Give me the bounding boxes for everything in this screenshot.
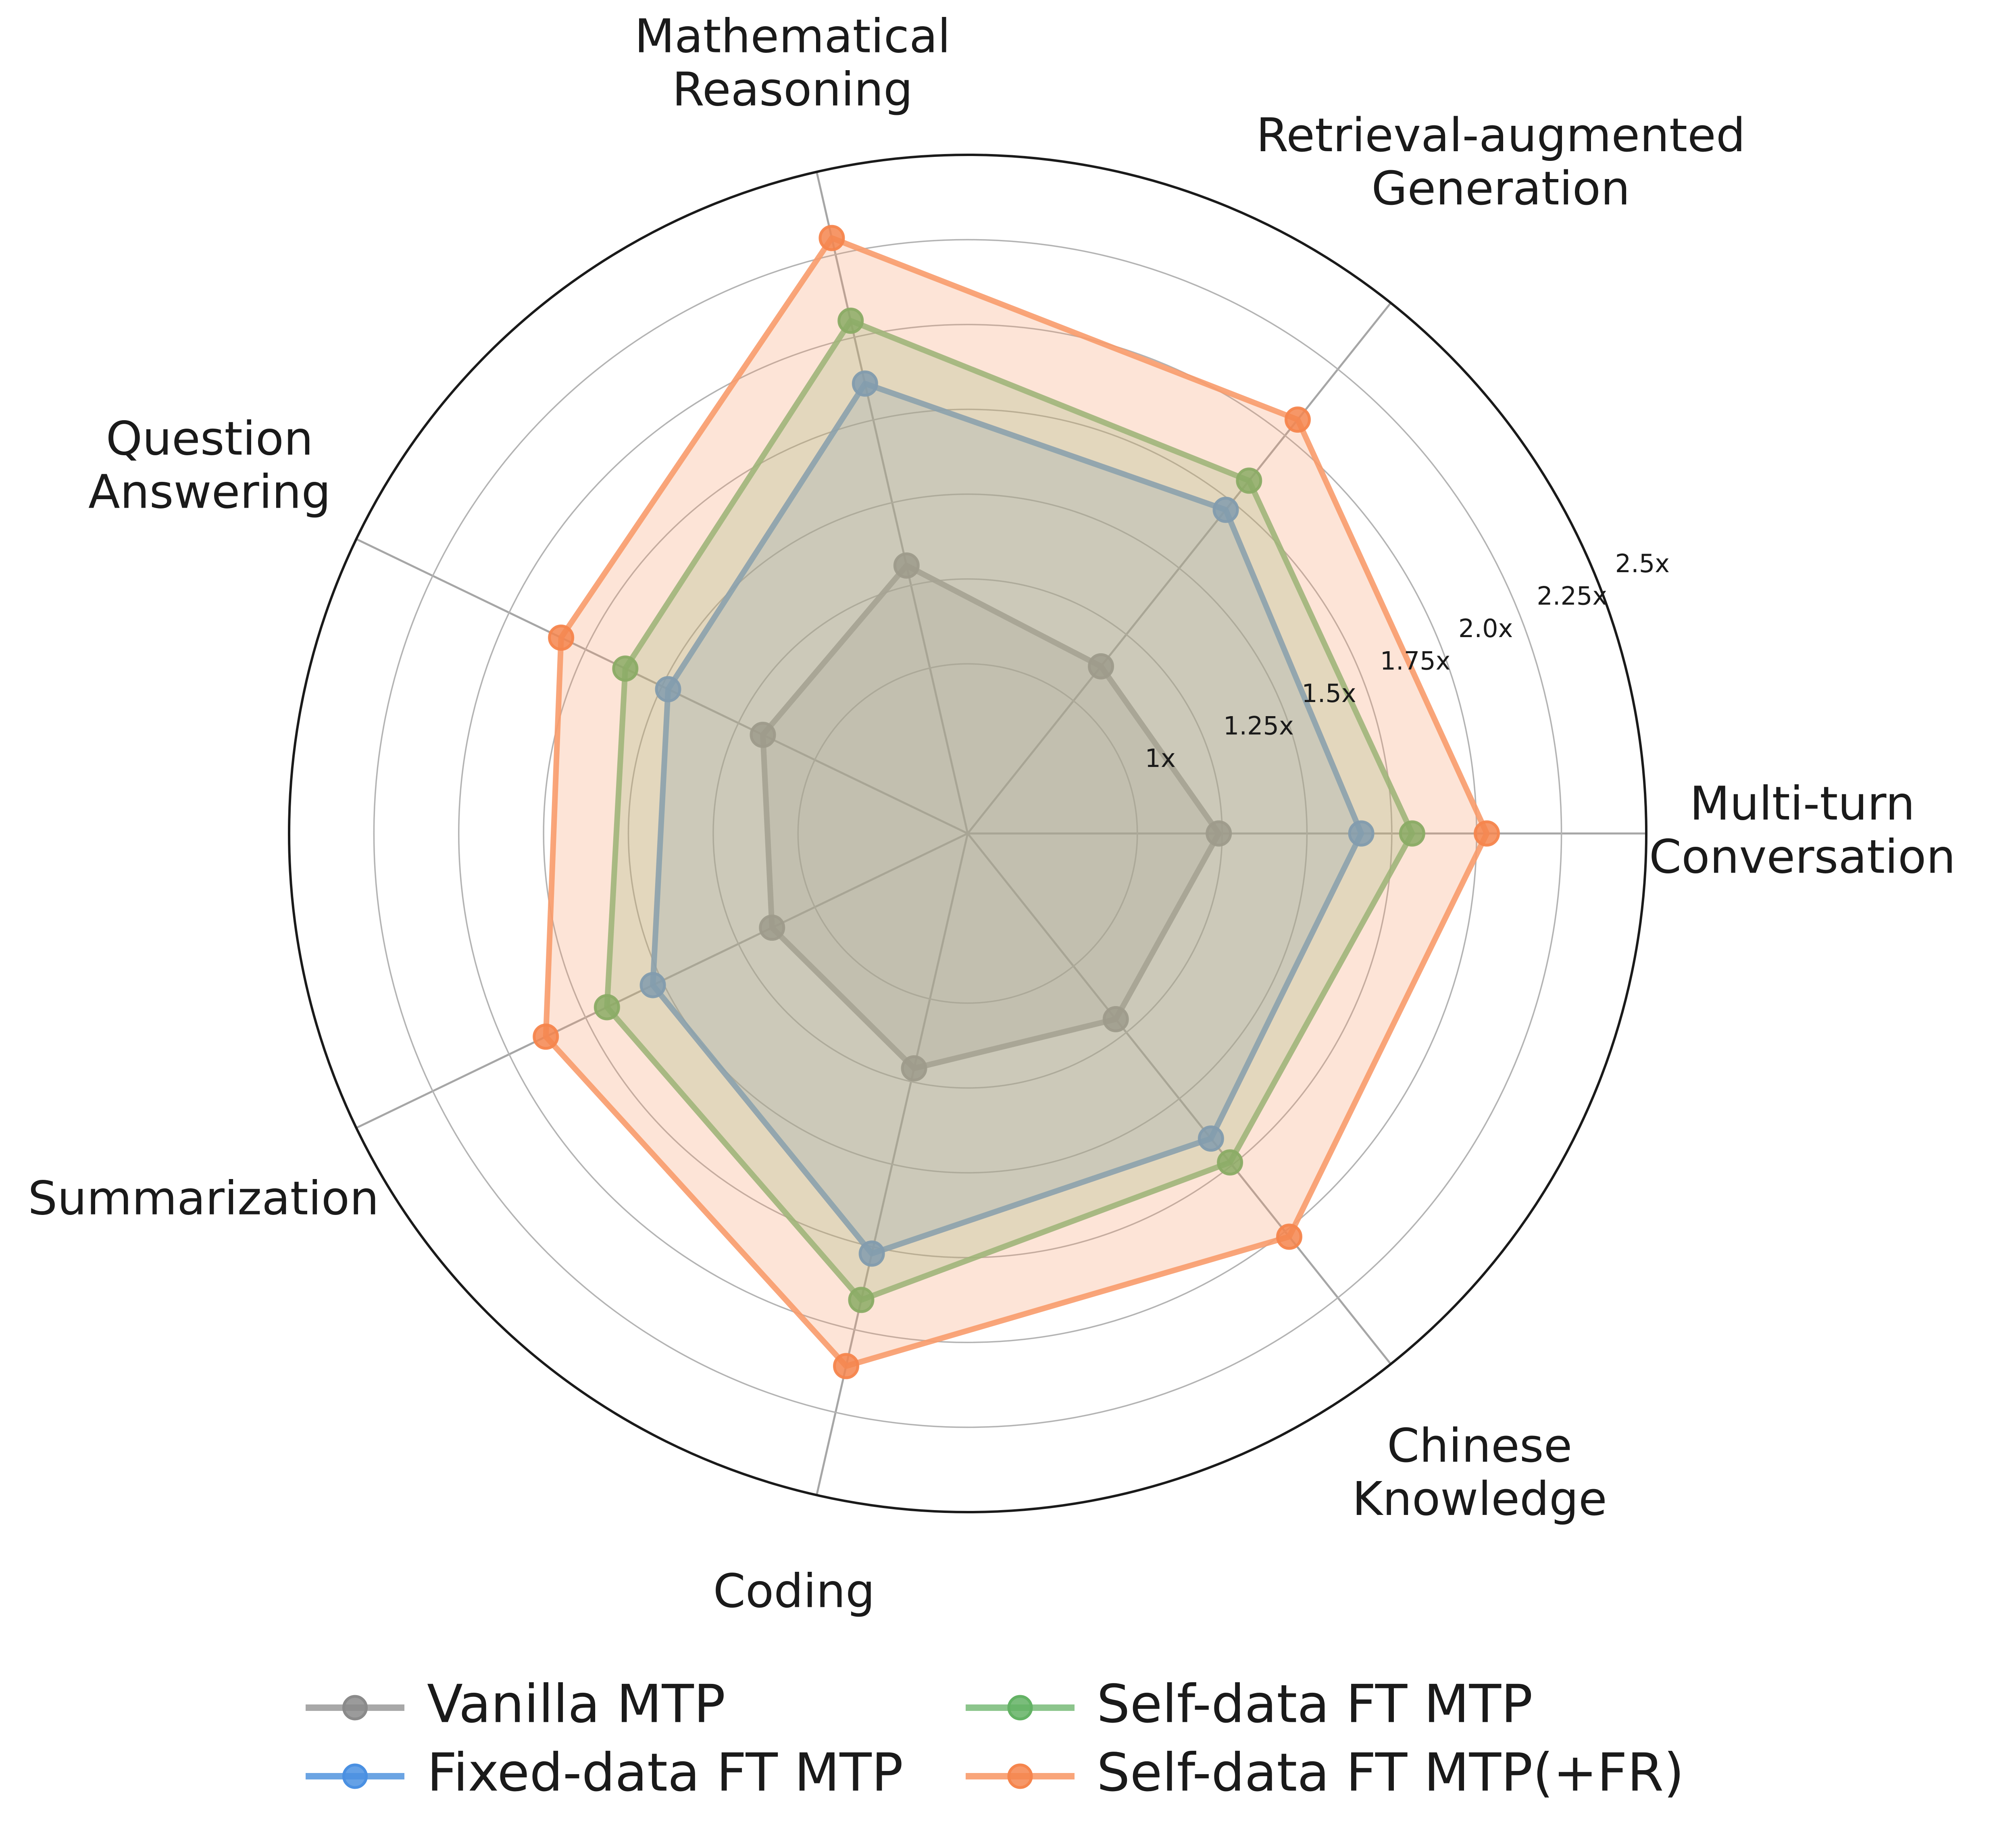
marker-self-data-ft-mtp-fr-question-answering	[548, 624, 575, 651]
tick-label-2.0x: 2.0x	[1458, 614, 1513, 643]
marker-fixed-data-ft-mtp-multi-turn-conversation	[1348, 820, 1375, 847]
grid-ring-1	[797, 663, 1138, 1004]
marker-self-data-ft-mtp-summarization	[594, 994, 620, 1021]
marker-fixed-data-ft-mtp-summarization	[639, 972, 666, 998]
legend: Vanilla MTP Fixed-data FT MTP Self-data FT…	[306, 1673, 1684, 1803]
marker-self-data-ft-mtp-fr-retrieval-augmented-generation	[1284, 406, 1311, 433]
legend-marker-dot-self-data-ft-mtp-fr	[1007, 1763, 1033, 1789]
marker-fixed-data-ft-mtp-question-answering	[655, 676, 681, 702]
marker-vanilla-mtp-multi-turn-conversation	[1206, 820, 1232, 847]
legend-item-vanilla-mtp: Vanilla MTP	[306, 1673, 725, 1735]
axis-label-question-answering-line2: Answering	[88, 465, 331, 519]
marker-vanilla-mtp-question-answering	[750, 721, 776, 748]
marker-fixed-data-ft-mtp-mathematical-reasoning	[852, 370, 878, 397]
axis-label-coding-line1: Coding	[713, 1565, 875, 1619]
tick-label-1.25x: 1.25x	[1223, 711, 1294, 741]
marker-self-data-ft-mtp-question-answering	[612, 655, 639, 682]
axis-label-chinese-knowledge-line2: Knowledge	[1352, 1472, 1607, 1526]
tick-label-2.5x: 2.5x	[1615, 549, 1670, 578]
marker-vanilla-mtp-retrieval-augmented-generation	[1088, 653, 1114, 680]
legend-label-self-data-ft-mtp: Self-data FT MTP	[1097, 1673, 1533, 1735]
marker-vanilla-mtp-summarization	[759, 915, 785, 941]
tick-label-2.25x: 2.25x	[1537, 581, 1607, 610]
legend-item-self-data-ft-mtp: Self-data FT MTP	[966, 1673, 1533, 1735]
axis-label-multi-turn-conversation-line1: Multi-turn	[1690, 777, 1915, 831]
legend-label-vanilla-mtp: Vanilla MTP	[427, 1673, 725, 1735]
tick-label-1x: 1x	[1145, 744, 1176, 773]
marker-self-data-ft-mtp-mathematical-reasoning	[837, 307, 864, 334]
axis-label-question-answering-line1: Question	[106, 412, 313, 466]
tick-label-1.5x: 1.5x	[1302, 679, 1356, 708]
marker-self-data-ft-mtp-coding	[848, 1287, 875, 1313]
series-line-fixed-data-ft-mtp	[650, 381, 1364, 1256]
axis-label-retrieval-augmented-generation-line2: Generation	[1371, 162, 1630, 216]
series-fill-self-data-ft-mtp-fr	[546, 238, 1487, 1366]
marker-vanilla-mtp-chinese-knowledge	[1102, 1006, 1129, 1033]
legend-marker-dot-vanilla-mtp	[342, 1695, 368, 1721]
axis-label-summarization-line1: Summarization	[28, 1172, 379, 1226]
marker-vanilla-mtp-mathematical-reasoning	[893, 552, 920, 579]
marker-self-data-ft-mtp-fr-summarization	[533, 1023, 559, 1050]
marker-fixed-data-ft-mtp-chinese-knowledge	[1198, 1125, 1224, 1152]
series-fill-vanilla-mtp	[763, 565, 1219, 1069]
marker-self-data-ft-mtp-fr-coding	[833, 1353, 860, 1379]
marker-self-data-ft-mtp-fr-multi-turn-conversation	[1473, 820, 1500, 847]
marker-self-data-ft-mtp-retrieval-augmented-generation	[1236, 467, 1262, 494]
marker-fixed-data-ft-mtp-coding	[858, 1240, 885, 1267]
marker-self-data-ft-mtp-fr-mathematical-reasoning	[818, 225, 845, 251]
series-line-self-data-ft-mtp-fr	[543, 235, 1490, 1369]
series-fill-self-data-ft-mtp	[607, 321, 1412, 1300]
legend-item-fixed-data-ft-mtp: Fixed-data FT MTP	[306, 1742, 903, 1803]
series-fill-fixed-data-ft-mtp	[653, 383, 1362, 1254]
marker-self-data-ft-mtp-fr-chinese-knowledge	[1276, 1223, 1302, 1250]
marker-vanilla-mtp-coding	[901, 1055, 927, 1081]
legend-marker-dot-fixed-data-ft-mtp	[342, 1763, 368, 1789]
grid-ring-1.5	[627, 493, 1308, 1174]
legend-item-self-data-ft-mtp-fr: Self-data FT MTP(+FR)	[966, 1742, 1684, 1803]
axis-label-chinese-knowledge-line1: Chinese	[1387, 1419, 1572, 1473]
marker-self-data-ft-mtp-chinese-knowledge	[1217, 1149, 1243, 1176]
axis-label-retrieval-augmented-generation-line1: Retrieval-augmented	[1256, 108, 1745, 163]
series-line-self-data-ft-mtp	[604, 318, 1415, 1303]
axis-label-multi-turn-conversation-line2: Conversation	[1649, 830, 1956, 884]
tick-label-1.75x: 1.75x	[1380, 646, 1451, 676]
marker-fixed-data-ft-mtp-retrieval-augmented-generation	[1212, 496, 1239, 523]
axis-label-mathematical-reasoning-line1: Mathematical	[635, 9, 951, 63]
outer-ring	[288, 154, 1647, 1513]
series-line-vanilla-mtp	[760, 563, 1222, 1071]
axis-label-mathematical-reasoning-line2: Reasoning	[672, 63, 913, 117]
legend-marker-dot-self-data-ft-mtp	[1007, 1695, 1033, 1721]
marker-self-data-ft-mtp-multi-turn-conversation	[1399, 820, 1425, 847]
series-layer	[533, 225, 1500, 1379]
legend-label-self-data-ft-mtp-fr: Self-data FT MTP(+FR)	[1097, 1742, 1684, 1803]
grid-ring-2.25	[373, 239, 1562, 1428]
legend-label-fixed-data-ft-mtp: Fixed-data FT MTP	[427, 1742, 903, 1803]
